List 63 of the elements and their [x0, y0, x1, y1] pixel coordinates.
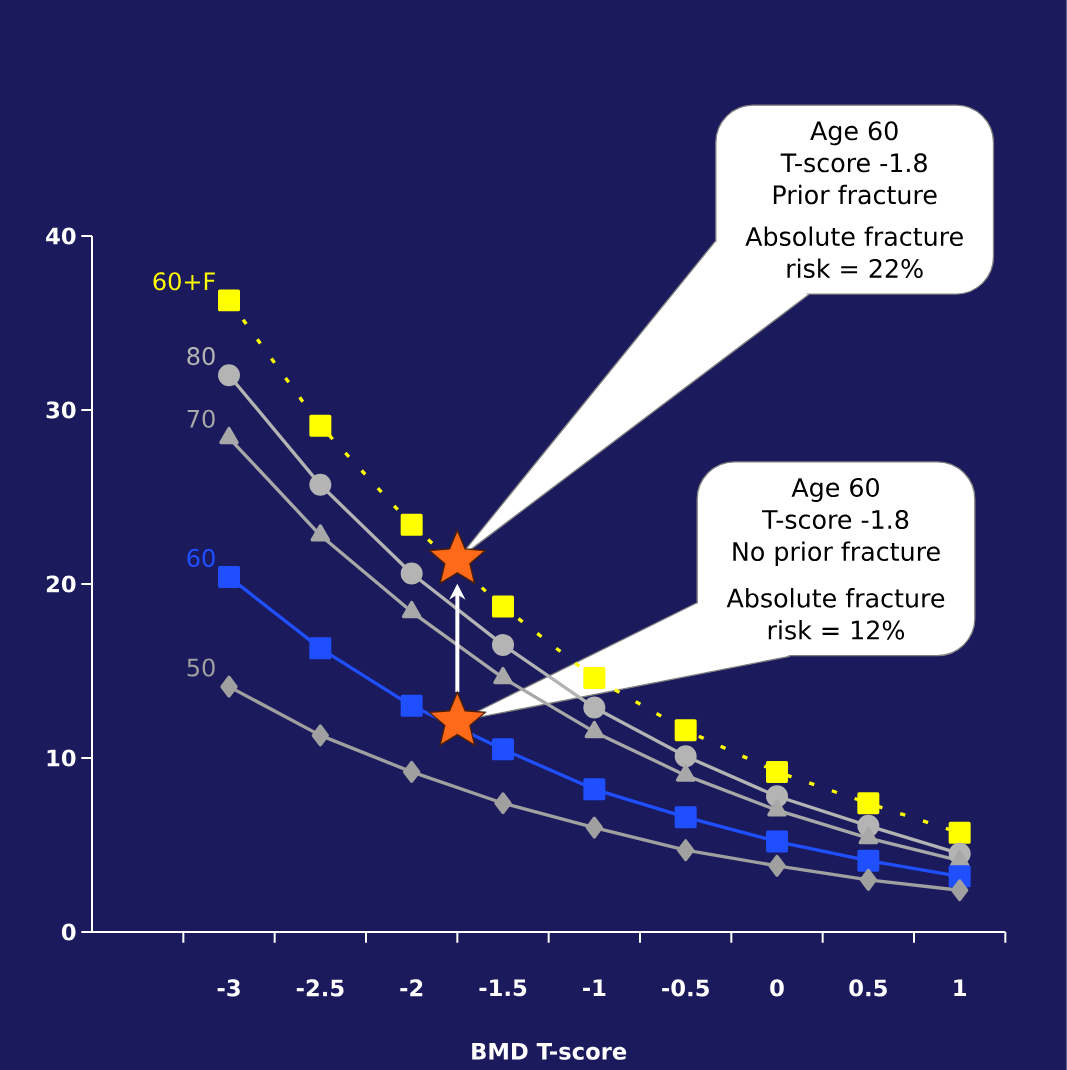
- annotation: Absolute fracture: [726, 588, 945, 608]
- point: [309, 473, 332, 496]
- point: [400, 562, 423, 585]
- point: [492, 595, 515, 618]
- point: [674, 806, 697, 829]
- x-tick-label: -3: [217, 979, 240, 997]
- point: [400, 694, 423, 717]
- point: [677, 839, 695, 862]
- point: [309, 414, 332, 437]
- point: [492, 633, 515, 656]
- point: [951, 879, 969, 902]
- x-tick-label: -0.5: [662, 979, 710, 997]
- point: [674, 745, 697, 768]
- point: [218, 364, 241, 387]
- point: [583, 696, 606, 719]
- y-tick-label: 40: [46, 227, 76, 245]
- point: [857, 792, 880, 815]
- point: [857, 849, 880, 872]
- y-tick-label: 20: [47, 575, 76, 593]
- x-tick-label: -1: [583, 979, 606, 996]
- point: [674, 719, 697, 742]
- annotation: T-score -1.8: [762, 509, 909, 530]
- x-tick-label: -2: [400, 979, 423, 997]
- series-label: 80: [187, 346, 215, 366]
- point: [309, 637, 332, 660]
- point: [768, 854, 786, 877]
- series-label: 60+F: [153, 272, 216, 291]
- annotation: Absolute fracture: [745, 226, 964, 247]
- text: T-score -1.8: [780, 153, 928, 173]
- point: [858, 827, 879, 845]
- point: [859, 868, 878, 891]
- annotation: Age 60: [791, 477, 880, 502]
- x-tick-label: -1.5: [479, 979, 527, 997]
- point: [311, 724, 330, 747]
- x-axis-title: BMD T-score: [472, 1043, 627, 1060]
- y-tick-label: 0: [62, 923, 76, 941]
- point: [218, 289, 241, 312]
- series-label: 60: [187, 548, 215, 567]
- series-label: 70: [187, 409, 215, 428]
- point: [220, 675, 238, 698]
- x-tick-label: 0.5: [849, 979, 888, 997]
- y-tick-label: 10: [47, 749, 76, 767]
- annotation: No prior fracture: [733, 541, 940, 566]
- series-label: 50: [187, 658, 215, 677]
- point: [583, 666, 606, 689]
- text: Age 60: [810, 121, 898, 146]
- point: [766, 760, 789, 783]
- point: [583, 778, 606, 801]
- point: [585, 816, 604, 839]
- point: [403, 760, 421, 783]
- x-tick-label: 1: [954, 979, 967, 996]
- point: [400, 513, 423, 536]
- point: [948, 821, 971, 844]
- point: [494, 792, 512, 815]
- x-tick-label: 0: [770, 979, 784, 997]
- point: [766, 830, 789, 853]
- point: [218, 566, 241, 589]
- annotation: risk = 12%: [768, 620, 905, 640]
- annotation: risk = 22%: [787, 258, 923, 279]
- y-tick-label: 30: [46, 401, 76, 419]
- point: [492, 738, 515, 761]
- x-tick-label: -2.5: [296, 979, 344, 997]
- text: Prior fracture: [774, 184, 937, 205]
